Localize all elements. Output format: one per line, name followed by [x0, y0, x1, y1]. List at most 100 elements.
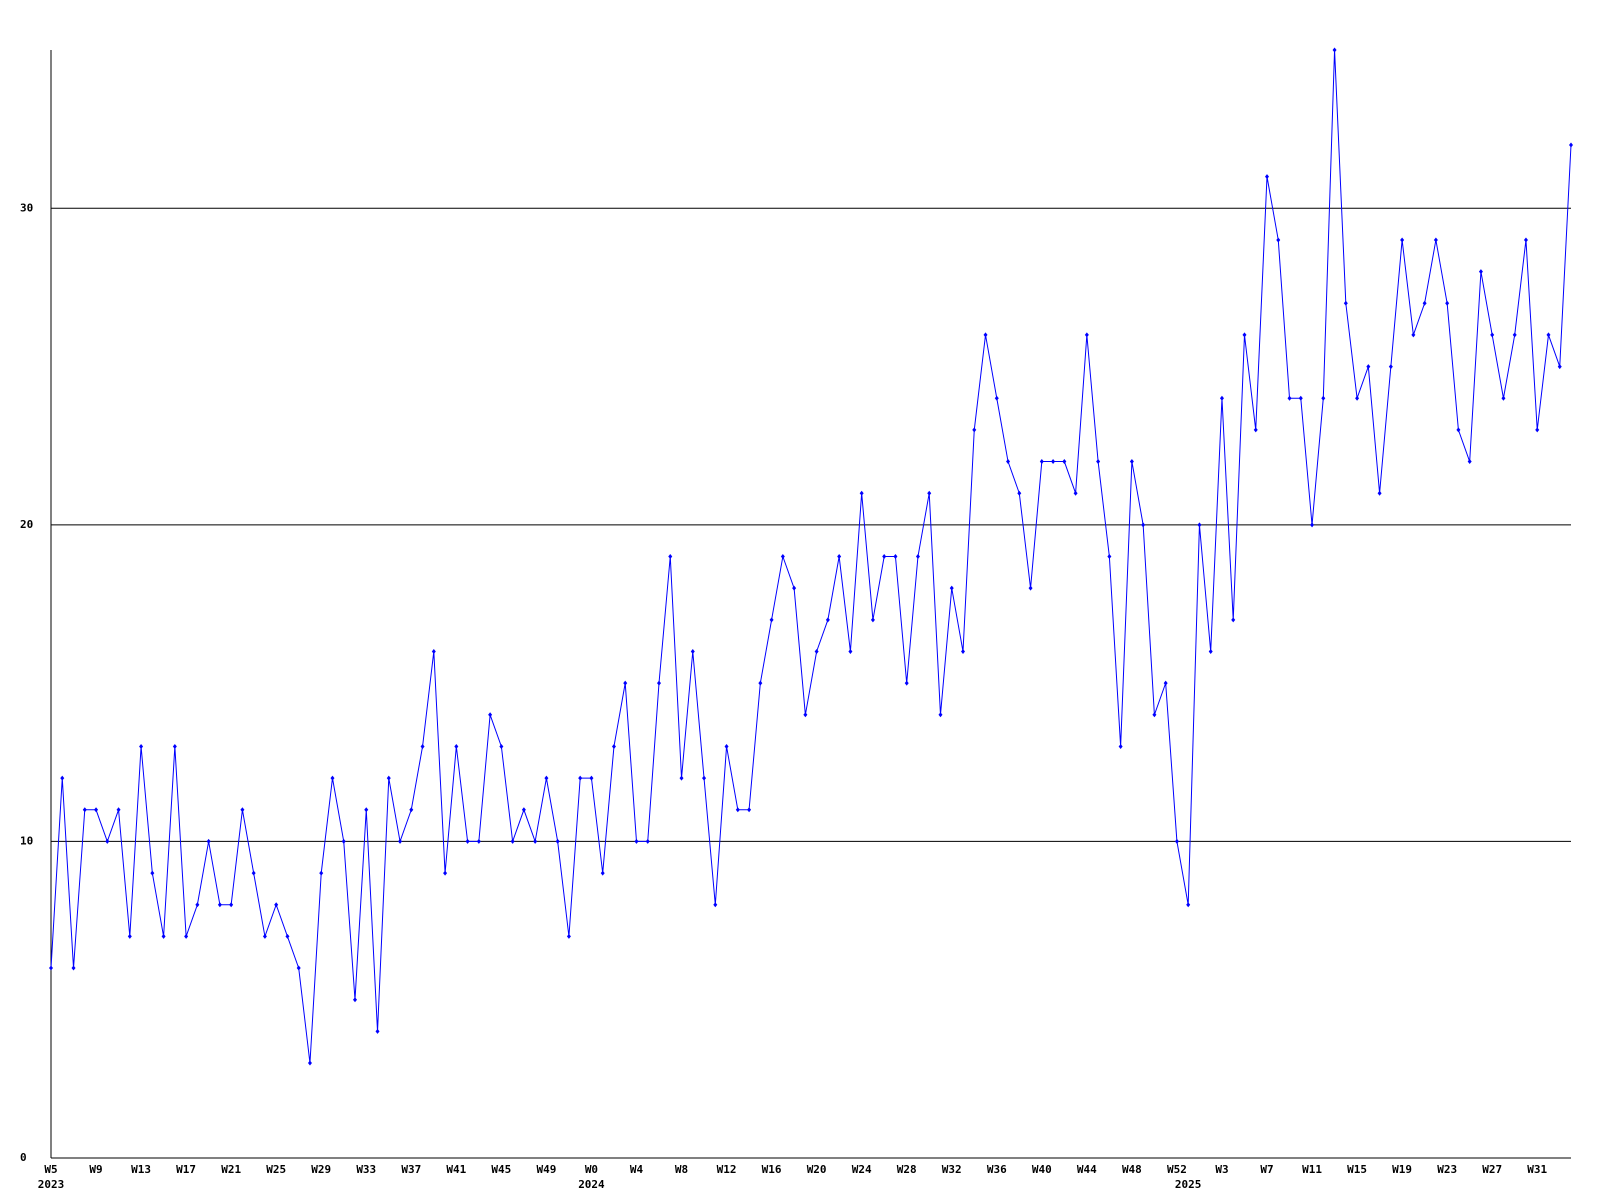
x-tick-label: W27 [1482, 1163, 1502, 1176]
data-point [814, 648, 819, 654]
data-point [274, 902, 279, 908]
x-tick-label: W12 [717, 1163, 737, 1176]
data-point [353, 997, 357, 1003]
data-point [217, 902, 222, 908]
year-label: 2023 [38, 1178, 65, 1191]
data-point [1445, 300, 1450, 306]
data-point [105, 838, 110, 844]
data-point [555, 838, 560, 844]
data-point [1051, 459, 1056, 465]
x-tick-label: W20 [807, 1163, 827, 1176]
data-point [1422, 300, 1427, 306]
data-point [49, 965, 53, 971]
data-point [1219, 395, 1224, 401]
data-point [139, 743, 144, 749]
x-tick-label: W29 [311, 1163, 331, 1176]
data-point [769, 617, 774, 623]
y-tick-label: 0 [20, 1151, 27, 1164]
data-point [1411, 332, 1416, 338]
data-point [1006, 459, 1011, 465]
data-point [229, 902, 234, 908]
x-tick-label: W0 [585, 1163, 598, 1176]
data-point [611, 743, 616, 749]
data-point [938, 712, 943, 718]
x-tick-label: W25 [266, 1163, 286, 1176]
x-tick-label: W32 [942, 1163, 962, 1176]
data-point [1186, 902, 1191, 908]
x-tick-label: W11 [1302, 1163, 1322, 1176]
data-point [71, 965, 76, 971]
data-point [1028, 585, 1033, 591]
data-point [1478, 269, 1483, 275]
x-tick-label: W40 [1032, 1163, 1052, 1176]
data-point [1388, 364, 1393, 370]
x-tick-label: W45 [491, 1163, 511, 1176]
data-point [1231, 617, 1236, 623]
data-point [600, 870, 605, 876]
data-point [792, 585, 797, 591]
data-point [533, 838, 538, 844]
data-point [679, 775, 684, 781]
data-point [702, 775, 707, 781]
data-point [893, 554, 898, 560]
data-point [296, 965, 301, 971]
data-point [1253, 427, 1258, 433]
data-point [195, 902, 200, 908]
data-point [1039, 459, 1044, 465]
data-point [262, 933, 267, 939]
data-point [1456, 427, 1461, 433]
data-point [1276, 237, 1281, 243]
data-point [1501, 395, 1506, 401]
x-tick-label: W33 [356, 1163, 376, 1176]
data-point [1377, 490, 1382, 496]
data-point [983, 332, 988, 338]
x-tick-label: W9 [89, 1163, 102, 1176]
data-point [1073, 490, 1078, 496]
year-label: 2024 [578, 1178, 605, 1191]
data-point [1208, 648, 1213, 654]
data-point [1118, 743, 1123, 749]
data-point [1343, 300, 1348, 306]
data-point [927, 490, 932, 496]
data-point [431, 648, 436, 654]
data-point [1433, 237, 1438, 243]
data-point [1490, 332, 1495, 338]
data-point [1557, 364, 1562, 370]
data-point [1298, 395, 1303, 401]
x-tick-label: W31 [1527, 1163, 1547, 1176]
data-point [589, 775, 594, 781]
x-tick-label: W49 [536, 1163, 556, 1176]
data-point [1546, 332, 1551, 338]
data-point [735, 807, 740, 813]
data-point [1310, 522, 1315, 528]
data-point [690, 648, 695, 654]
data-point [747, 807, 752, 813]
x-tick-label: W8 [675, 1163, 688, 1176]
data-point [398, 838, 403, 844]
x-tick-label: W41 [446, 1163, 466, 1176]
data-point [1084, 332, 1089, 338]
data-point [724, 743, 729, 749]
data-point [645, 838, 650, 844]
data-point [1242, 332, 1247, 338]
x-tick-label: W13 [131, 1163, 151, 1176]
x-tick-label: W36 [987, 1163, 1007, 1176]
data-line [50, 49, 1572, 1064]
data-point [961, 648, 965, 654]
data-point [116, 807, 121, 813]
x-tick-label: W16 [762, 1163, 782, 1176]
data-point [60, 775, 65, 781]
data-point [1096, 459, 1101, 465]
x-tick-label: W7 [1260, 1163, 1273, 1176]
data-point [668, 554, 673, 560]
y-tick-label: 30 [20, 201, 33, 214]
data-point [578, 775, 583, 781]
data-point [443, 870, 448, 876]
data-point [623, 680, 628, 686]
x-tick-label: W52 [1167, 1163, 1187, 1176]
data-point [341, 838, 346, 844]
data-point [150, 870, 155, 876]
data-point [1355, 395, 1360, 401]
x-tick-label: W4 [630, 1163, 644, 1176]
